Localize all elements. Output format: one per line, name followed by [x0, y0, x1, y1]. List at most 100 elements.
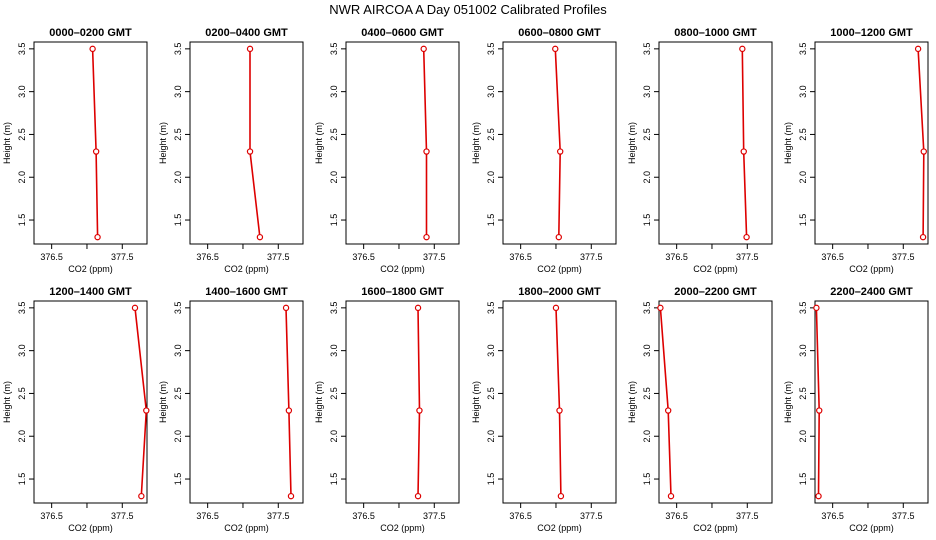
y-tick-label: 3.5	[173, 43, 183, 56]
x-tick-label: 377.5	[736, 511, 759, 521]
x-axis-label: CO2 (ppm)	[224, 523, 269, 533]
data-point	[552, 45, 559, 53]
y-tick-label: 2.5	[798, 128, 808, 141]
x-axis-label: CO2 (ppm)	[68, 523, 113, 533]
data-point	[282, 304, 290, 312]
x-tick-label: 377.5	[267, 511, 290, 521]
y-tick-label: 1.5	[17, 473, 27, 486]
x-tick-label: 377.5	[111, 252, 134, 262]
y-tick-label: 3.5	[486, 43, 496, 56]
profile-line	[134, 307, 148, 497]
y-axis-label: Height (m)	[158, 122, 168, 164]
y-axis-label: Height (m)	[314, 122, 324, 164]
y-axis-label: Height (m)	[314, 381, 324, 423]
y-axis-label: Height (m)	[627, 381, 637, 423]
x-tick-label: 376.5	[821, 511, 844, 521]
data-point	[557, 492, 565, 500]
data-point	[552, 304, 560, 312]
y-tick-label: 2.0	[642, 430, 652, 443]
plot-frame	[814, 300, 929, 504]
y-tick-label: 2.5	[642, 387, 652, 400]
panel-title: 0400–0600 GMT	[361, 27, 444, 39]
profile-panel: 2200–2400 GMT 376.5 377.5 CO2 (ppm) 1.5 2.0 2.…	[783, 286, 929, 533]
x-tick-label: 377.5	[423, 252, 446, 262]
y-axis-label: Height (m)	[2, 381, 12, 423]
data-point	[557, 148, 564, 155]
data-point	[667, 492, 675, 500]
plot-frame	[189, 41, 304, 245]
x-tick-label: 377.5	[892, 511, 915, 521]
data-point	[94, 233, 101, 241]
data-point	[423, 148, 430, 155]
y-tick-label: 3.5	[798, 302, 808, 315]
panel-title: 0800–1000 GMT	[674, 27, 757, 39]
data-point	[246, 148, 254, 155]
data-point	[739, 45, 746, 53]
y-tick-label: 2.0	[173, 171, 183, 184]
profile-line	[815, 307, 821, 497]
x-tick-label: 376.5	[821, 252, 844, 262]
plot-frame	[502, 41, 617, 245]
data-point	[555, 233, 562, 241]
panel-title: 1800–2000 GMT	[518, 286, 601, 298]
y-axis-label: Height (m)	[158, 381, 168, 423]
x-tick-label: 376.5	[509, 252, 532, 262]
y-tick-label: 3.5	[486, 302, 496, 315]
data-point	[423, 233, 430, 241]
x-axis-label: CO2 (ppm)	[68, 264, 113, 274]
data-point	[664, 407, 672, 414]
y-axis-label: Height (m)	[471, 381, 481, 423]
y-tick-label: 3.5	[329, 302, 339, 315]
data-point	[815, 492, 822, 500]
y-tick-label: 3.5	[17, 302, 27, 315]
x-axis-label: CO2 (ppm)	[537, 264, 582, 274]
profile-line	[659, 307, 672, 497]
data-point	[657, 304, 664, 312]
y-tick-label: 3.5	[642, 43, 652, 56]
data-point	[914, 45, 922, 53]
y-axis-label: Height (m)	[783, 122, 793, 164]
y-tick-label: 1.5	[486, 473, 496, 486]
plot-frame	[345, 300, 460, 504]
x-tick-label: 377.5	[580, 511, 603, 521]
y-tick-label: 2.0	[17, 430, 27, 443]
x-tick-label: 376.5	[196, 511, 219, 521]
x-tick-label: 376.5	[196, 252, 219, 262]
figure-title: NWR AIRCOA A Day 051002 Calibrated Profi…	[329, 2, 607, 17]
y-tick-label: 2.0	[329, 171, 339, 184]
plot-frame	[189, 300, 304, 504]
profile-line	[417, 307, 421, 497]
y-tick-label: 2.5	[642, 128, 652, 141]
x-tick-label: 377.5	[580, 252, 603, 262]
x-axis-label: CO2 (ppm)	[380, 264, 425, 274]
y-tick-label: 2.0	[642, 171, 652, 184]
x-axis-label: CO2 (ppm)	[849, 523, 894, 533]
y-tick-label: 2.5	[173, 128, 183, 141]
y-axis-label: Height (m)	[783, 381, 793, 423]
y-tick-label: 3.5	[17, 43, 27, 56]
x-tick-label: 376.5	[352, 511, 375, 521]
y-tick-label: 3.0	[329, 85, 339, 98]
profile-line	[554, 48, 562, 238]
y-tick-label: 3.0	[173, 85, 183, 98]
x-axis-label: CO2 (ppm)	[693, 264, 738, 274]
profile-panel: 2000–2200 GMT 376.5 377.5 CO2 (ppm) 1.5 2.0 2.…	[627, 286, 773, 533]
y-tick-label: 2.0	[486, 171, 496, 184]
y-tick-label: 1.5	[486, 214, 496, 227]
y-tick-label: 1.5	[642, 214, 652, 227]
y-tick-label: 3.0	[798, 344, 808, 357]
y-tick-label: 1.5	[329, 214, 339, 227]
profile-panel: 0200–0400 GMT 376.5 377.5 CO2 (ppm) 1.5 2.0 2.…	[158, 27, 304, 274]
data-point	[246, 45, 254, 53]
profile-line	[249, 48, 261, 238]
profile-panel: 0400–0600 GMT 376.5 377.5 CO2 (ppm) 1.5 2.0 2.…	[314, 27, 460, 274]
plot-frame	[345, 41, 460, 245]
data-point	[131, 304, 139, 312]
y-tick-label: 2.5	[173, 387, 183, 400]
y-tick-label: 3.0	[486, 344, 496, 357]
panel-title: 0200–0400 GMT	[205, 27, 288, 39]
data-point	[414, 492, 422, 500]
profile-panel: 1600–1800 GMT 376.5 377.5 CO2 (ppm) 1.5 2.0 2.…	[314, 286, 460, 533]
y-tick-label: 2.0	[17, 171, 27, 184]
data-point	[740, 148, 747, 155]
